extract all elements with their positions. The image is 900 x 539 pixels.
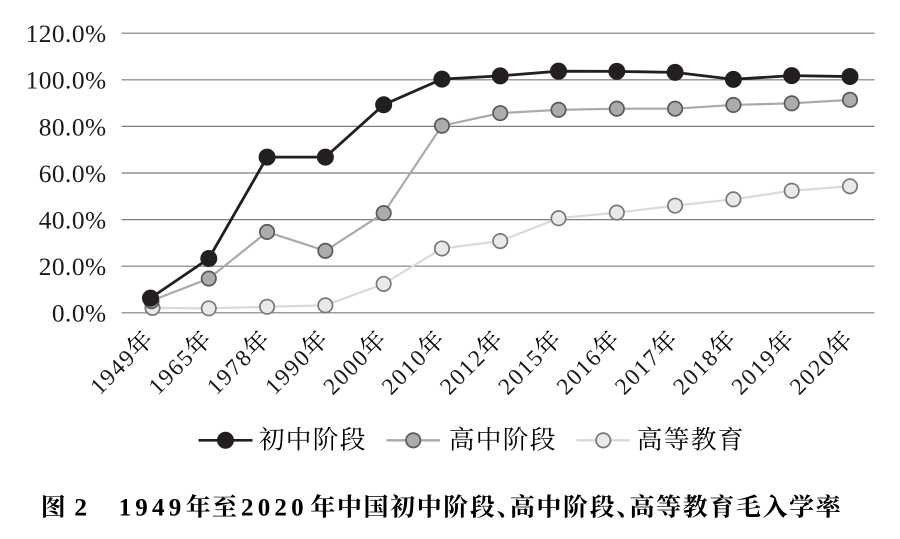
svg-text:80.0%: 80.0%	[39, 113, 107, 141]
svg-text:2: 2	[74, 493, 87, 522]
svg-text:0.0%: 0.0%	[52, 300, 107, 328]
svg-text:120.0%: 120.0%	[26, 20, 107, 48]
svg-text:40.0%: 40.0%	[39, 207, 107, 235]
svg-text:60.0%: 60.0%	[39, 160, 107, 188]
svg-text:1949: 1949	[119, 495, 186, 522]
svg-text:100.0%: 100.0%	[26, 67, 107, 95]
svg-text:20.0%: 20.0%	[39, 253, 107, 281]
svg-text:2020: 2020	[241, 495, 308, 522]
